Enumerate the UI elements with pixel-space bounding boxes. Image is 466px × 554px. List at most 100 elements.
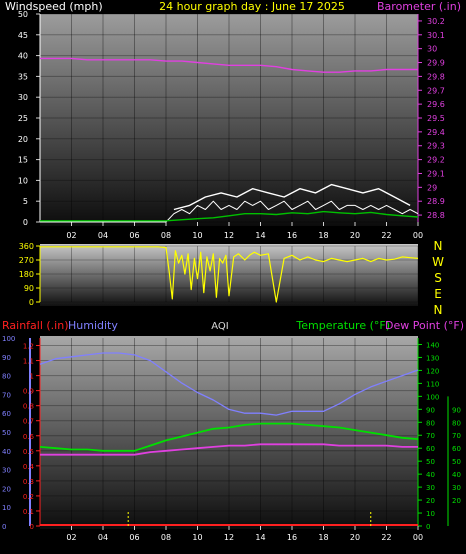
x-tick-label: 00 bbox=[413, 231, 423, 240]
x-tick-label: 20 bbox=[350, 533, 360, 542]
aqi-label: AQI bbox=[211, 321, 229, 332]
rain-y-tick-label: 0.9 bbox=[23, 388, 34, 396]
temp-y-tick-label: 120 bbox=[426, 367, 439, 375]
rain-y-tick-label: 0.8 bbox=[23, 403, 34, 411]
x-tick-label: 10 bbox=[192, 231, 202, 240]
x-tick-label: 14 bbox=[255, 533, 265, 542]
rain-y-tick-label: 0.2 bbox=[23, 493, 34, 501]
baro-y-tick-label: 29 bbox=[427, 183, 437, 192]
wind-average-series bbox=[40, 210, 419, 222]
baro-y-tick-label: 29.7 bbox=[427, 86, 445, 95]
compass-e: E bbox=[434, 287, 442, 301]
baro-y-tick-label: 29.1 bbox=[427, 169, 445, 178]
compass-w: W bbox=[432, 255, 444, 269]
baro-y-tick-label: 29.3 bbox=[427, 142, 445, 151]
temp-y-tick-label: 10 bbox=[426, 510, 435, 518]
barometer-label: Barometer (.in) bbox=[377, 0, 461, 13]
x-tick-label: 16 bbox=[287, 533, 297, 542]
humidity-y-tick-label: 0 bbox=[2, 523, 6, 531]
climate-panel bbox=[40, 336, 418, 529]
dewpoint-y-tick-label: 70 bbox=[452, 432, 461, 440]
baro-y-tick-label: 28.8 bbox=[427, 211, 445, 220]
baro-y-tick-label: 30.2 bbox=[427, 17, 445, 26]
wind-y-tick-label: 25 bbox=[18, 114, 28, 123]
rain-y-tick-label: 0.3 bbox=[23, 478, 34, 486]
dewpoint-y-tick-label: 60 bbox=[452, 445, 461, 453]
temp-y-tick-label: 20 bbox=[426, 497, 435, 505]
temperature-series bbox=[39, 422, 419, 452]
rain-y-tick-label: 0.4 bbox=[23, 463, 35, 471]
temp-y-tick-label: 80 bbox=[426, 419, 435, 427]
dewpoint-label: Dew Point (°F) bbox=[385, 319, 464, 332]
direction-y-tick-label: 360 bbox=[19, 242, 34, 251]
baro-y-tick-label: 29.4 bbox=[427, 128, 445, 137]
x-tick-label: 06 bbox=[129, 533, 139, 542]
baro-y-tick-label: 28.9 bbox=[427, 197, 445, 206]
baro-y-tick-label: 29.6 bbox=[427, 100, 445, 109]
x-tick-label: 02 bbox=[66, 231, 76, 240]
dewpoint-y-tick-label: 30 bbox=[452, 484, 461, 492]
wind-y-tick-label: 0 bbox=[23, 218, 28, 227]
wind-y-tick-label: 5 bbox=[23, 197, 28, 206]
x-tick-label: 12 bbox=[224, 231, 234, 240]
direction-y-tick-label: 0 bbox=[29, 298, 34, 307]
rain-y-tick-label: 0 bbox=[30, 523, 34, 531]
humidity-y-tick-label: 50 bbox=[2, 429, 11, 437]
x-tick-label: 08 bbox=[161, 533, 171, 542]
wind-y-tick-label: 35 bbox=[18, 72, 28, 81]
temp-y-tick-label: 50 bbox=[426, 458, 435, 466]
humidity-y-tick-label: 90 bbox=[2, 354, 11, 362]
rain-y-tick-label: 0.1 bbox=[23, 508, 34, 516]
rain-y-tick-label: 0.7 bbox=[23, 418, 34, 426]
humidity-y-tick-label: 40 bbox=[2, 448, 11, 456]
humidity-series bbox=[39, 352, 419, 416]
humidity-y-tick-label: 60 bbox=[2, 410, 11, 418]
x-tick-label: 04 bbox=[98, 533, 108, 542]
x-tick-label: 20 bbox=[350, 231, 360, 240]
baro-y-tick-label: 29.9 bbox=[427, 59, 445, 68]
x-tick-label: 22 bbox=[381, 533, 391, 542]
windspeed-label: Windspeed (mph) bbox=[5, 0, 103, 13]
direction-y-tick-label: 270 bbox=[19, 256, 34, 265]
humidity-y-tick-label: 100 bbox=[2, 335, 15, 343]
temp-y-tick-label: 90 bbox=[426, 406, 435, 414]
compass-n-top: N bbox=[434, 239, 443, 253]
wind-y-tick-label: 15 bbox=[18, 156, 28, 165]
temp-y-tick-label: 60 bbox=[426, 445, 435, 453]
x-tick-label: 08 bbox=[161, 231, 171, 240]
direction-y-tick-label: 180 bbox=[19, 270, 34, 279]
temp-y-tick-label: 70 bbox=[426, 432, 435, 440]
humidity-y-tick-label: 70 bbox=[2, 391, 11, 399]
baro-y-tick-label: 30 bbox=[427, 45, 437, 54]
compass-s: S bbox=[434, 271, 442, 285]
x-tick-label: 02 bbox=[66, 533, 76, 542]
temperature-label: Temperature (°F) bbox=[295, 319, 390, 332]
x-tick-label: 10 bbox=[192, 533, 202, 542]
temp-y-tick-label: 140 bbox=[426, 341, 439, 349]
baro-y-tick-label: 29.2 bbox=[427, 156, 445, 165]
rain-y-tick-label: 0.5 bbox=[23, 448, 34, 456]
windspeed-series bbox=[40, 200, 419, 223]
temp-y-tick-label: 0 bbox=[426, 523, 430, 531]
rain-y-tick-label: 1 bbox=[30, 373, 34, 381]
wind-y-tick-label: 50 bbox=[18, 10, 28, 19]
humidity-y-tick-label: 20 bbox=[2, 485, 11, 493]
wind-y-tick-label: 40 bbox=[18, 52, 28, 61]
humidity-y-tick-label: 10 bbox=[2, 504, 11, 512]
x-tick-label: 12 bbox=[224, 533, 234, 542]
chart-title: 24 hour graph day : June 17 2025 bbox=[159, 0, 345, 13]
wind-y-tick-label: 30 bbox=[18, 93, 28, 102]
humidity-label: Humidity bbox=[68, 319, 118, 332]
temp-y-tick-label: 100 bbox=[426, 393, 439, 401]
gust-series bbox=[173, 183, 411, 211]
compass-n-bottom: N bbox=[434, 303, 443, 317]
x-tick-label: 06 bbox=[129, 231, 139, 240]
x-tick-label: 00 bbox=[413, 533, 423, 542]
temp-y-tick-label: 130 bbox=[426, 354, 439, 362]
wind-y-tick-label: 10 bbox=[18, 176, 28, 185]
baro-y-tick-label: 30.1 bbox=[427, 31, 445, 40]
rainfall-label: Rainfall (.in) bbox=[2, 319, 69, 332]
dewpoint-y-tick-label: 50 bbox=[452, 458, 461, 466]
x-tick-label: 18 bbox=[318, 231, 328, 240]
